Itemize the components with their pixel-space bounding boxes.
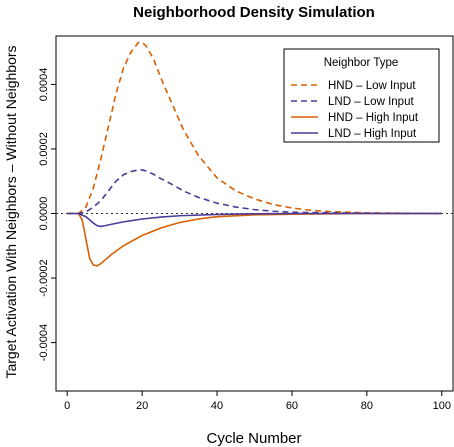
- chart-title: Neighborhood Density Simulation: [133, 4, 375, 21]
- legend-box: [283, 48, 440, 143]
- y-tick-label: 0.0000: [38, 197, 50, 231]
- legend-title: Neighbor Type: [324, 57, 399, 69]
- y-tick-label: 0.0002: [38, 132, 50, 166]
- x-tick-label: 40: [211, 400, 223, 412]
- x-tick-label: 80: [361, 400, 373, 412]
- legend: Neighbor Type HND – Low Input LND – Low I…: [283, 48, 440, 143]
- legend-label-1: LND – Low Input: [328, 96, 414, 108]
- y-tick-label: -0.0004: [38, 324, 50, 361]
- series-line-1: [67, 169, 442, 215]
- y-axis-title: Target Activation With Neighbors – Witho…: [3, 45, 19, 378]
- x-tick-label: 100: [433, 400, 451, 412]
- x-tick-label: 20: [136, 400, 148, 412]
- legend-label-0: HND – Low Input: [328, 80, 416, 92]
- x-tick-label: 60: [286, 400, 298, 412]
- series-line-3: [67, 212, 442, 228]
- y-tick-label: -0.0002: [38, 259, 50, 296]
- y-axis: -0.0004 -0.0002 0.0000 0.0002 0.0004: [38, 68, 56, 361]
- x-tick-label: 0: [64, 400, 70, 412]
- series-line-0: [67, 41, 442, 215]
- x-axis-title: Cycle Number: [206, 430, 301, 447]
- x-axis: 0 20 40 60 80 100: [64, 391, 451, 412]
- legend-label-2: HND – High Input: [328, 112, 419, 124]
- y-tick-label: 0.0004: [38, 68, 50, 102]
- legend-label-3: LND – High Input: [328, 128, 417, 140]
